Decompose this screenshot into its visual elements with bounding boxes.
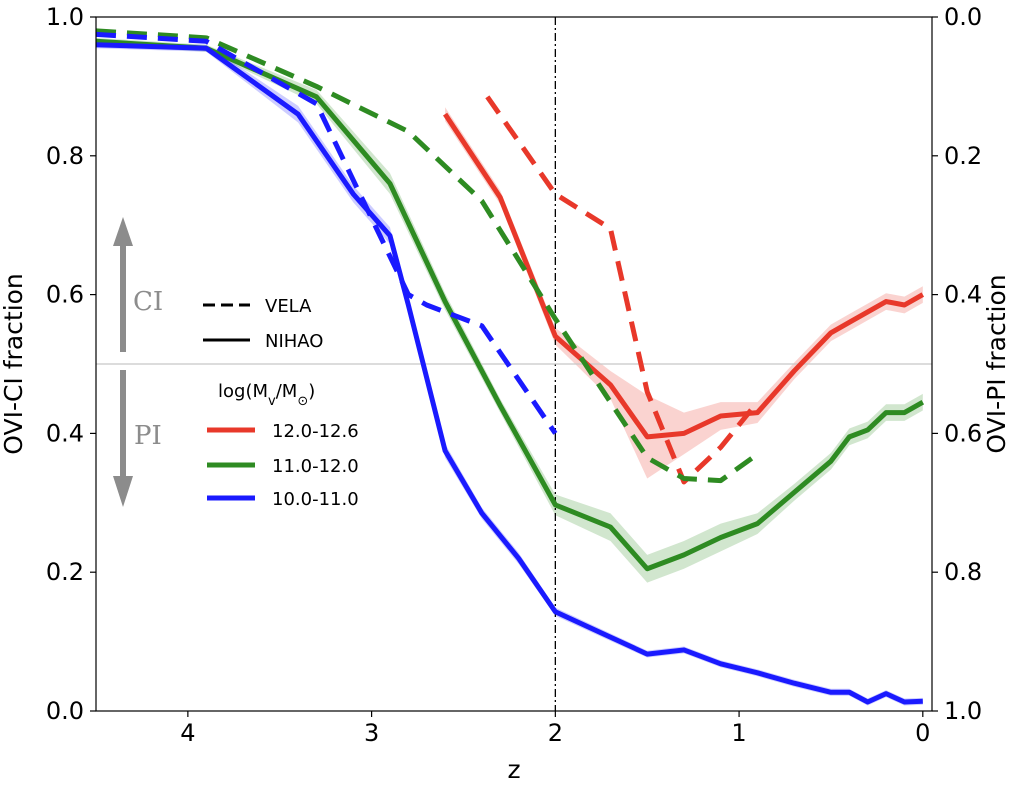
ci-label: CI bbox=[133, 287, 163, 317]
y-tick-label-left: 0.2 bbox=[46, 558, 84, 586]
y-tick-label-left: 0.6 bbox=[46, 281, 84, 309]
y-tick-label-right: 0.2 bbox=[944, 142, 982, 170]
ci-pi-annotation: CI PI bbox=[113, 217, 163, 507]
y-tick-label-right: 1.0 bbox=[944, 697, 982, 725]
legend-nihao-label: NIHAO bbox=[265, 331, 323, 352]
y-tick-label-right: 0.8 bbox=[944, 558, 982, 586]
ci-arrow-up-icon bbox=[113, 217, 133, 246]
x-axis-label: z bbox=[507, 755, 520, 784]
x-tick-label: 0 bbox=[915, 719, 930, 747]
y-tick-label-left: 1.0 bbox=[46, 3, 84, 31]
x-tick-label: 2 bbox=[548, 719, 563, 747]
y-tick-label-left: 0.4 bbox=[46, 419, 84, 447]
y-tick-label-right: 0.0 bbox=[944, 3, 982, 31]
legend-mass-title: log(Mv/M⊙) bbox=[218, 381, 315, 409]
y-axis-label-left: OVI-CI fraction bbox=[0, 273, 28, 455]
x-tick-label: 3 bbox=[364, 719, 379, 747]
series-line-nihao-11-0-12-0 bbox=[95, 38, 925, 572]
confidence-bands bbox=[96, 37, 923, 706]
pi-label: PI bbox=[134, 421, 162, 451]
series-line-vela-11-0-12-0 bbox=[95, 28, 759, 484]
x-tick-label: 1 bbox=[731, 719, 746, 747]
series-line-vela-10-0-11-0 bbox=[95, 31, 558, 435]
plot-frame bbox=[95, 16, 933, 712]
reference-lines bbox=[96, 17, 932, 711]
y-tick-label-left: 0.8 bbox=[46, 142, 84, 170]
legend-mass-low-label: 10.0-11.0 bbox=[272, 489, 359, 510]
axis-ticks: 4 3 2 1 0 0.0 1.0 0.2 0.8 0.4 0.6 0.6 0.4 0.8 0.2 1.0 0.… bbox=[46, 3, 982, 747]
y-tick-label-right: 0.4 bbox=[944, 281, 982, 309]
legend: VELA NIHAO log(Mv/M⊙) 12.0-12.6 11.0-12.… bbox=[203, 296, 359, 510]
band-nihao-12-0-12-6 bbox=[445, 107, 923, 479]
series-line-nihao-12-0-12-6 bbox=[443, 112, 925, 440]
legend-vela-label: VELA bbox=[265, 296, 312, 317]
legend-mass-mid-label: 11.0-12.0 bbox=[272, 456, 359, 477]
x-tick-label: 4 bbox=[180, 719, 195, 747]
y-tick-label-right: 0.6 bbox=[944, 419, 982, 447]
pi-arrow-down-icon bbox=[113, 476, 133, 507]
legend-mass-high-label: 12.0-12.6 bbox=[272, 421, 359, 442]
y-axis-label-right: OVI-PI fraction bbox=[982, 274, 1011, 453]
series-line-vela-12-0-12-6 bbox=[485, 95, 760, 485]
band-nihao-11-0-12-0 bbox=[96, 37, 923, 583]
data-series bbox=[95, 28, 925, 705]
y-tick-label-left: 0.0 bbox=[46, 697, 84, 725]
